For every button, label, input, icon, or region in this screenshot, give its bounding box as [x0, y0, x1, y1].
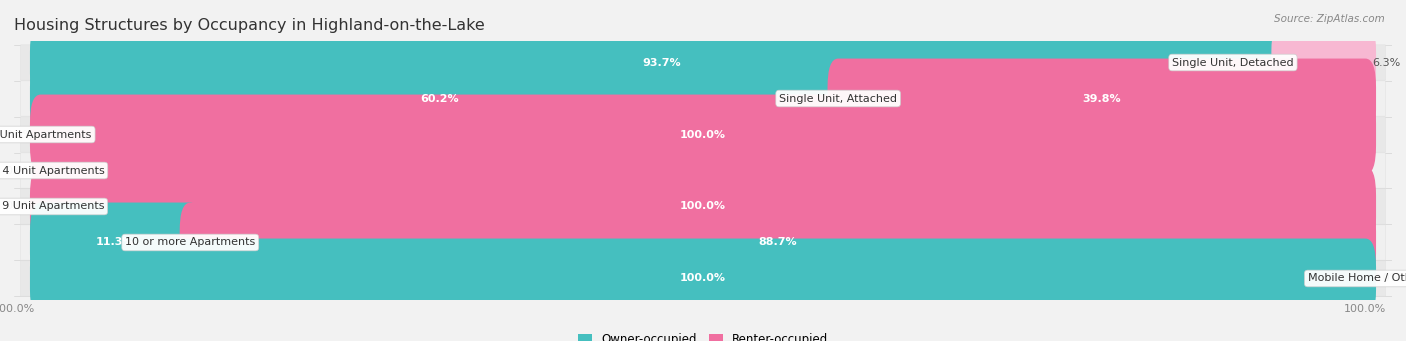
- Text: 39.8%: 39.8%: [1083, 93, 1121, 104]
- Text: 0.0%: 0.0%: [6, 130, 34, 139]
- FancyBboxPatch shape: [21, 81, 1385, 116]
- Text: 100.0%: 100.0%: [681, 202, 725, 211]
- FancyBboxPatch shape: [180, 203, 1376, 282]
- Text: 10 or more Apartments: 10 or more Apartments: [125, 237, 256, 248]
- Text: 93.7%: 93.7%: [643, 58, 681, 68]
- FancyBboxPatch shape: [30, 94, 1376, 175]
- FancyBboxPatch shape: [21, 189, 1385, 224]
- Text: Housing Structures by Occupancy in Highland-on-the-Lake: Housing Structures by Occupancy in Highl…: [14, 18, 485, 33]
- Text: Mobile Home / Other: Mobile Home / Other: [1308, 273, 1406, 283]
- FancyBboxPatch shape: [21, 261, 1385, 296]
- Text: Single Unit, Attached: Single Unit, Attached: [779, 93, 897, 104]
- FancyBboxPatch shape: [21, 225, 1385, 260]
- Text: 0.0%: 0.0%: [48, 165, 76, 176]
- FancyBboxPatch shape: [21, 153, 1385, 188]
- Legend: Owner-occupied, Renter-occupied: Owner-occupied, Renter-occupied: [572, 329, 834, 341]
- Text: 3 or 4 Unit Apartments: 3 or 4 Unit Apartments: [0, 165, 104, 176]
- FancyBboxPatch shape: [1271, 23, 1376, 103]
- FancyBboxPatch shape: [21, 45, 1385, 80]
- Text: 11.3%: 11.3%: [96, 237, 135, 248]
- FancyBboxPatch shape: [30, 59, 849, 138]
- Text: 0.0%: 0.0%: [1372, 273, 1400, 283]
- Text: Source: ZipAtlas.com: Source: ZipAtlas.com: [1274, 14, 1385, 24]
- Text: 0.0%: 0.0%: [6, 165, 34, 176]
- FancyBboxPatch shape: [30, 203, 201, 282]
- FancyBboxPatch shape: [30, 239, 1376, 318]
- FancyBboxPatch shape: [21, 117, 1385, 152]
- Text: 2 Unit Apartments: 2 Unit Apartments: [0, 130, 91, 139]
- Text: 100.0%: 100.0%: [681, 130, 725, 139]
- Text: 100.0%: 100.0%: [681, 273, 725, 283]
- Text: 88.7%: 88.7%: [759, 237, 797, 248]
- Text: 0.0%: 0.0%: [6, 202, 34, 211]
- Text: 6.3%: 6.3%: [1372, 58, 1400, 68]
- FancyBboxPatch shape: [30, 23, 1292, 103]
- Text: 5 to 9 Unit Apartments: 5 to 9 Unit Apartments: [0, 202, 104, 211]
- FancyBboxPatch shape: [30, 166, 1376, 247]
- FancyBboxPatch shape: [828, 59, 1376, 138]
- Text: Single Unit, Detached: Single Unit, Detached: [1173, 58, 1294, 68]
- Text: 60.2%: 60.2%: [420, 93, 458, 104]
